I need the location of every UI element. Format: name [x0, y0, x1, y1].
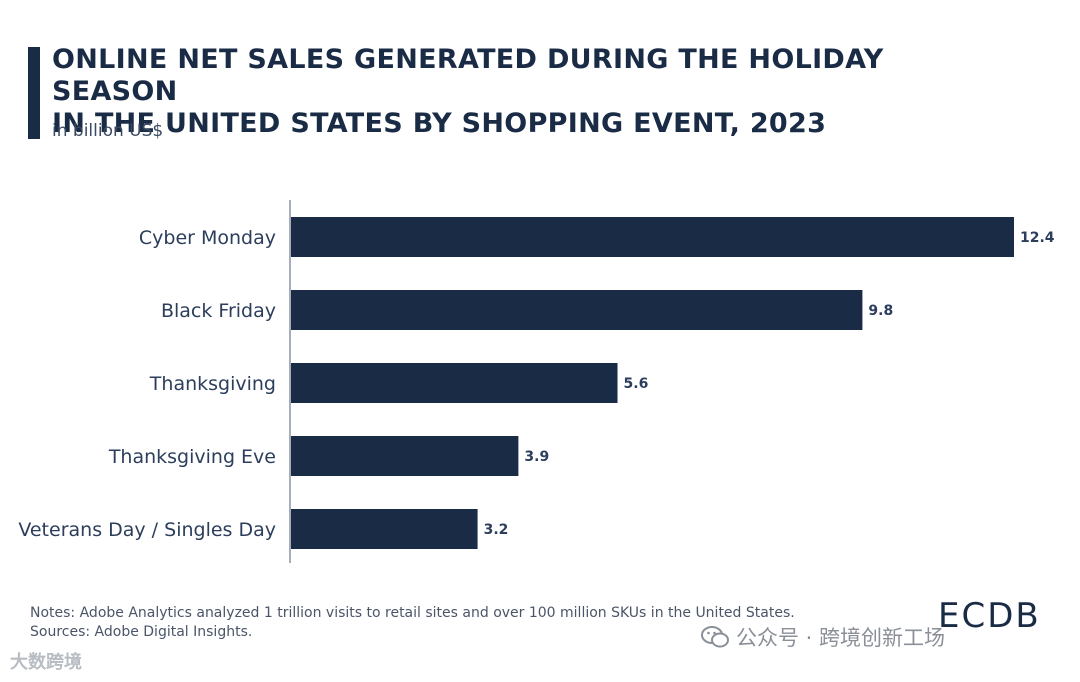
- ecdb-logo: ECDB: [938, 596, 1041, 636]
- category-label: Black Friday: [161, 300, 276, 322]
- bar-veterans-day-singles-day: [291, 509, 478, 549]
- bar-thanksgiving-eve: [291, 436, 519, 476]
- title-line-1: ONLINE NET SALES GENERATED DURING THE HO…: [52, 44, 884, 107]
- chart-subtitle: in billion US$: [52, 121, 164, 141]
- bar-thanksgiving: [291, 363, 618, 403]
- bar-chart: Cyber Monday 12.4 Black Friday 9.8 Thanksgiv…: [18, 200, 1055, 563]
- value-label: 3.9: [524, 449, 549, 465]
- bar-black-friday: [291, 290, 863, 330]
- category-label: Veterans Day / Singles Day: [18, 519, 276, 541]
- notes-text: Notes: Adobe Analytics analyzed 1 trilli…: [30, 605, 795, 621]
- value-label: 5.6: [624, 376, 649, 392]
- watermark-right: 公众号 · 跨境创新工场: [700, 622, 945, 652]
- value-label: 12.4: [1020, 230, 1055, 246]
- value-label: 9.8: [868, 303, 893, 319]
- sources-text: Sources: Adobe Digital Insights.: [30, 624, 253, 640]
- category-label: Thanksgiving Eve: [108, 446, 276, 468]
- bars-group: Cyber Monday 12.4 Black Friday 9.8 Thanksgiv…: [18, 217, 1055, 549]
- watermark-right-text: 公众号 · 跨境创新工场: [736, 626, 946, 650]
- value-label: 3.2: [484, 522, 509, 538]
- title-line-2: IN THE UNITED STATES BY SHOPPING EVENT, …: [52, 108, 827, 139]
- watermark-left: 大数跨境: [10, 652, 82, 673]
- chart-title: ONLINE NET SALES GENERATED DURING THE HO…: [52, 44, 1012, 140]
- wechat-icon: [701, 626, 729, 648]
- title-accent-bar: [28, 47, 40, 139]
- bar-cyber-monday: [291, 217, 1014, 257]
- category-label: Thanksgiving: [149, 373, 276, 395]
- category-label: Cyber Monday: [139, 227, 276, 249]
- chart-notes: Notes: Adobe Analytics analyzed 1 trilli…: [30, 604, 795, 642]
